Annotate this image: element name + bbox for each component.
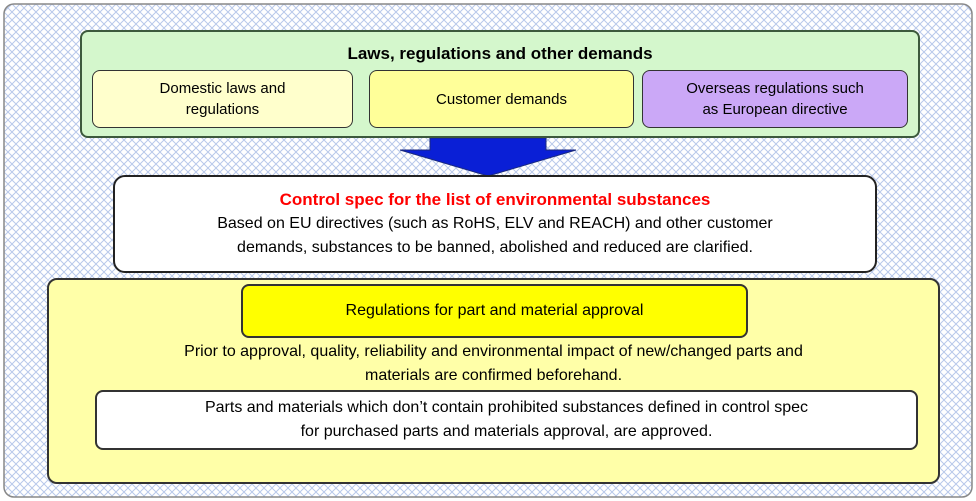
text-line: Based on EU directives (such as RoHS, EL… xyxy=(217,215,773,232)
approval-text: Prior to approval, quality, reliability … xyxy=(47,340,940,388)
text-line: Parts and materials which don’t contain … xyxy=(204,399,808,416)
text-line: for purchased parts and materials approv… xyxy=(300,423,713,440)
demand-text: regulations xyxy=(185,101,260,118)
demand-text: as European directive xyxy=(702,101,848,118)
approval-title-box: Regulations for part and material approv… xyxy=(241,284,748,338)
demand-text: Overseas regulations such xyxy=(686,80,864,97)
approval-title: Regulations for part and material approv… xyxy=(345,302,644,319)
control-spec-title: Control spec for the list of environment… xyxy=(279,190,711,209)
laws-title: Laws, regulations and other demands xyxy=(347,44,653,63)
text-line: demands, substances to be banned, abolis… xyxy=(237,239,753,256)
demand-text: Domestic laws and xyxy=(159,80,286,97)
arrow xyxy=(399,137,577,177)
note-box: Parts and materials which don’t contain … xyxy=(95,390,918,450)
text-line: Prior to approval, quality, reliability … xyxy=(184,343,803,360)
demand-text: Customer demands xyxy=(436,90,567,108)
demand-box: Domestic laws and regulations xyxy=(92,70,353,128)
demand-box: Overseas regulations such as European dir… xyxy=(642,70,908,128)
text-line: materials are confirmed beforehand. xyxy=(364,367,623,384)
demand-box: Customer demands xyxy=(369,70,634,128)
control-spec-box: Control spec for the list of environment… xyxy=(113,175,877,273)
